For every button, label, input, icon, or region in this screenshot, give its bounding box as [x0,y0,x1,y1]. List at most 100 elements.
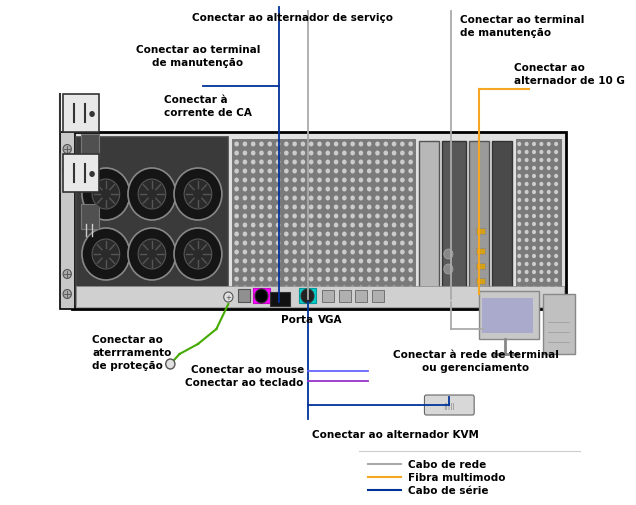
Circle shape [334,169,338,174]
Circle shape [242,214,247,219]
Circle shape [334,241,338,246]
Circle shape [334,160,338,165]
Circle shape [400,169,404,174]
Circle shape [547,207,551,211]
Circle shape [259,205,264,210]
Circle shape [342,268,347,273]
Circle shape [326,268,330,273]
Circle shape [367,277,371,282]
Circle shape [408,241,413,246]
Circle shape [539,294,543,298]
Circle shape [539,255,543,259]
Circle shape [547,215,551,219]
Bar [72,133,566,310]
Circle shape [301,160,305,165]
Circle shape [309,286,314,291]
Circle shape [392,169,396,174]
Bar [476,278,485,284]
Circle shape [554,174,558,179]
Circle shape [326,259,330,264]
Circle shape [334,205,338,210]
Circle shape [342,232,347,237]
Circle shape [259,286,264,291]
Circle shape [242,160,247,165]
Circle shape [284,214,289,219]
Circle shape [242,196,247,201]
Text: Conectar ao terminal: Conectar ao terminal [135,45,260,55]
Circle shape [359,259,363,264]
Circle shape [350,268,355,273]
Bar [516,140,562,299]
Bar [322,290,335,302]
Circle shape [375,241,380,246]
Circle shape [350,142,355,147]
Text: Conectar à rede de terminal: Conectar à rede de terminal [393,349,559,359]
Circle shape [284,178,289,183]
Circle shape [384,214,388,219]
Circle shape [408,142,413,147]
Circle shape [276,277,280,282]
Circle shape [532,238,536,243]
Circle shape [128,229,176,280]
Circle shape [301,214,305,219]
Circle shape [326,232,330,237]
Circle shape [547,159,551,163]
Circle shape [392,232,396,237]
Circle shape [392,205,396,210]
Bar [299,288,316,304]
Circle shape [384,169,388,174]
Circle shape [293,169,297,174]
Circle shape [342,151,347,156]
Circle shape [293,286,297,291]
Circle shape [166,359,175,369]
Circle shape [234,268,239,273]
Circle shape [525,278,529,283]
Circle shape [184,180,212,210]
Circle shape [375,214,380,219]
Circle shape [259,259,264,264]
Circle shape [301,250,305,255]
Circle shape [408,169,413,174]
Text: de manutenção: de manutenção [460,28,551,38]
Circle shape [301,151,305,156]
Circle shape [242,223,247,228]
Circle shape [242,286,247,291]
Circle shape [525,246,529,250]
Circle shape [375,151,380,156]
Circle shape [400,187,404,192]
Circle shape [547,190,551,195]
Circle shape [375,205,380,210]
Circle shape [554,255,558,259]
Circle shape [532,230,536,235]
Circle shape [392,187,396,192]
Circle shape [392,142,396,147]
Circle shape [259,268,264,273]
Circle shape [517,190,522,195]
Circle shape [547,270,551,275]
Bar [232,140,416,299]
Circle shape [301,289,314,304]
Circle shape [259,151,264,156]
Circle shape [554,142,558,147]
Circle shape [554,150,558,155]
Circle shape [334,151,338,156]
Circle shape [517,255,522,259]
Circle shape [375,286,380,291]
Circle shape [334,232,338,237]
Circle shape [554,190,558,195]
Circle shape [400,178,404,183]
Circle shape [326,142,330,147]
Circle shape [284,142,289,147]
Circle shape [532,174,536,179]
Circle shape [400,223,404,228]
Circle shape [284,259,289,264]
Circle shape [408,277,413,282]
Circle shape [309,223,314,228]
Circle shape [251,277,256,282]
Circle shape [317,286,322,291]
Circle shape [317,160,322,165]
Circle shape [539,198,543,203]
Circle shape [276,250,280,255]
Text: de proteção: de proteção [92,360,163,370]
Circle shape [532,159,536,163]
